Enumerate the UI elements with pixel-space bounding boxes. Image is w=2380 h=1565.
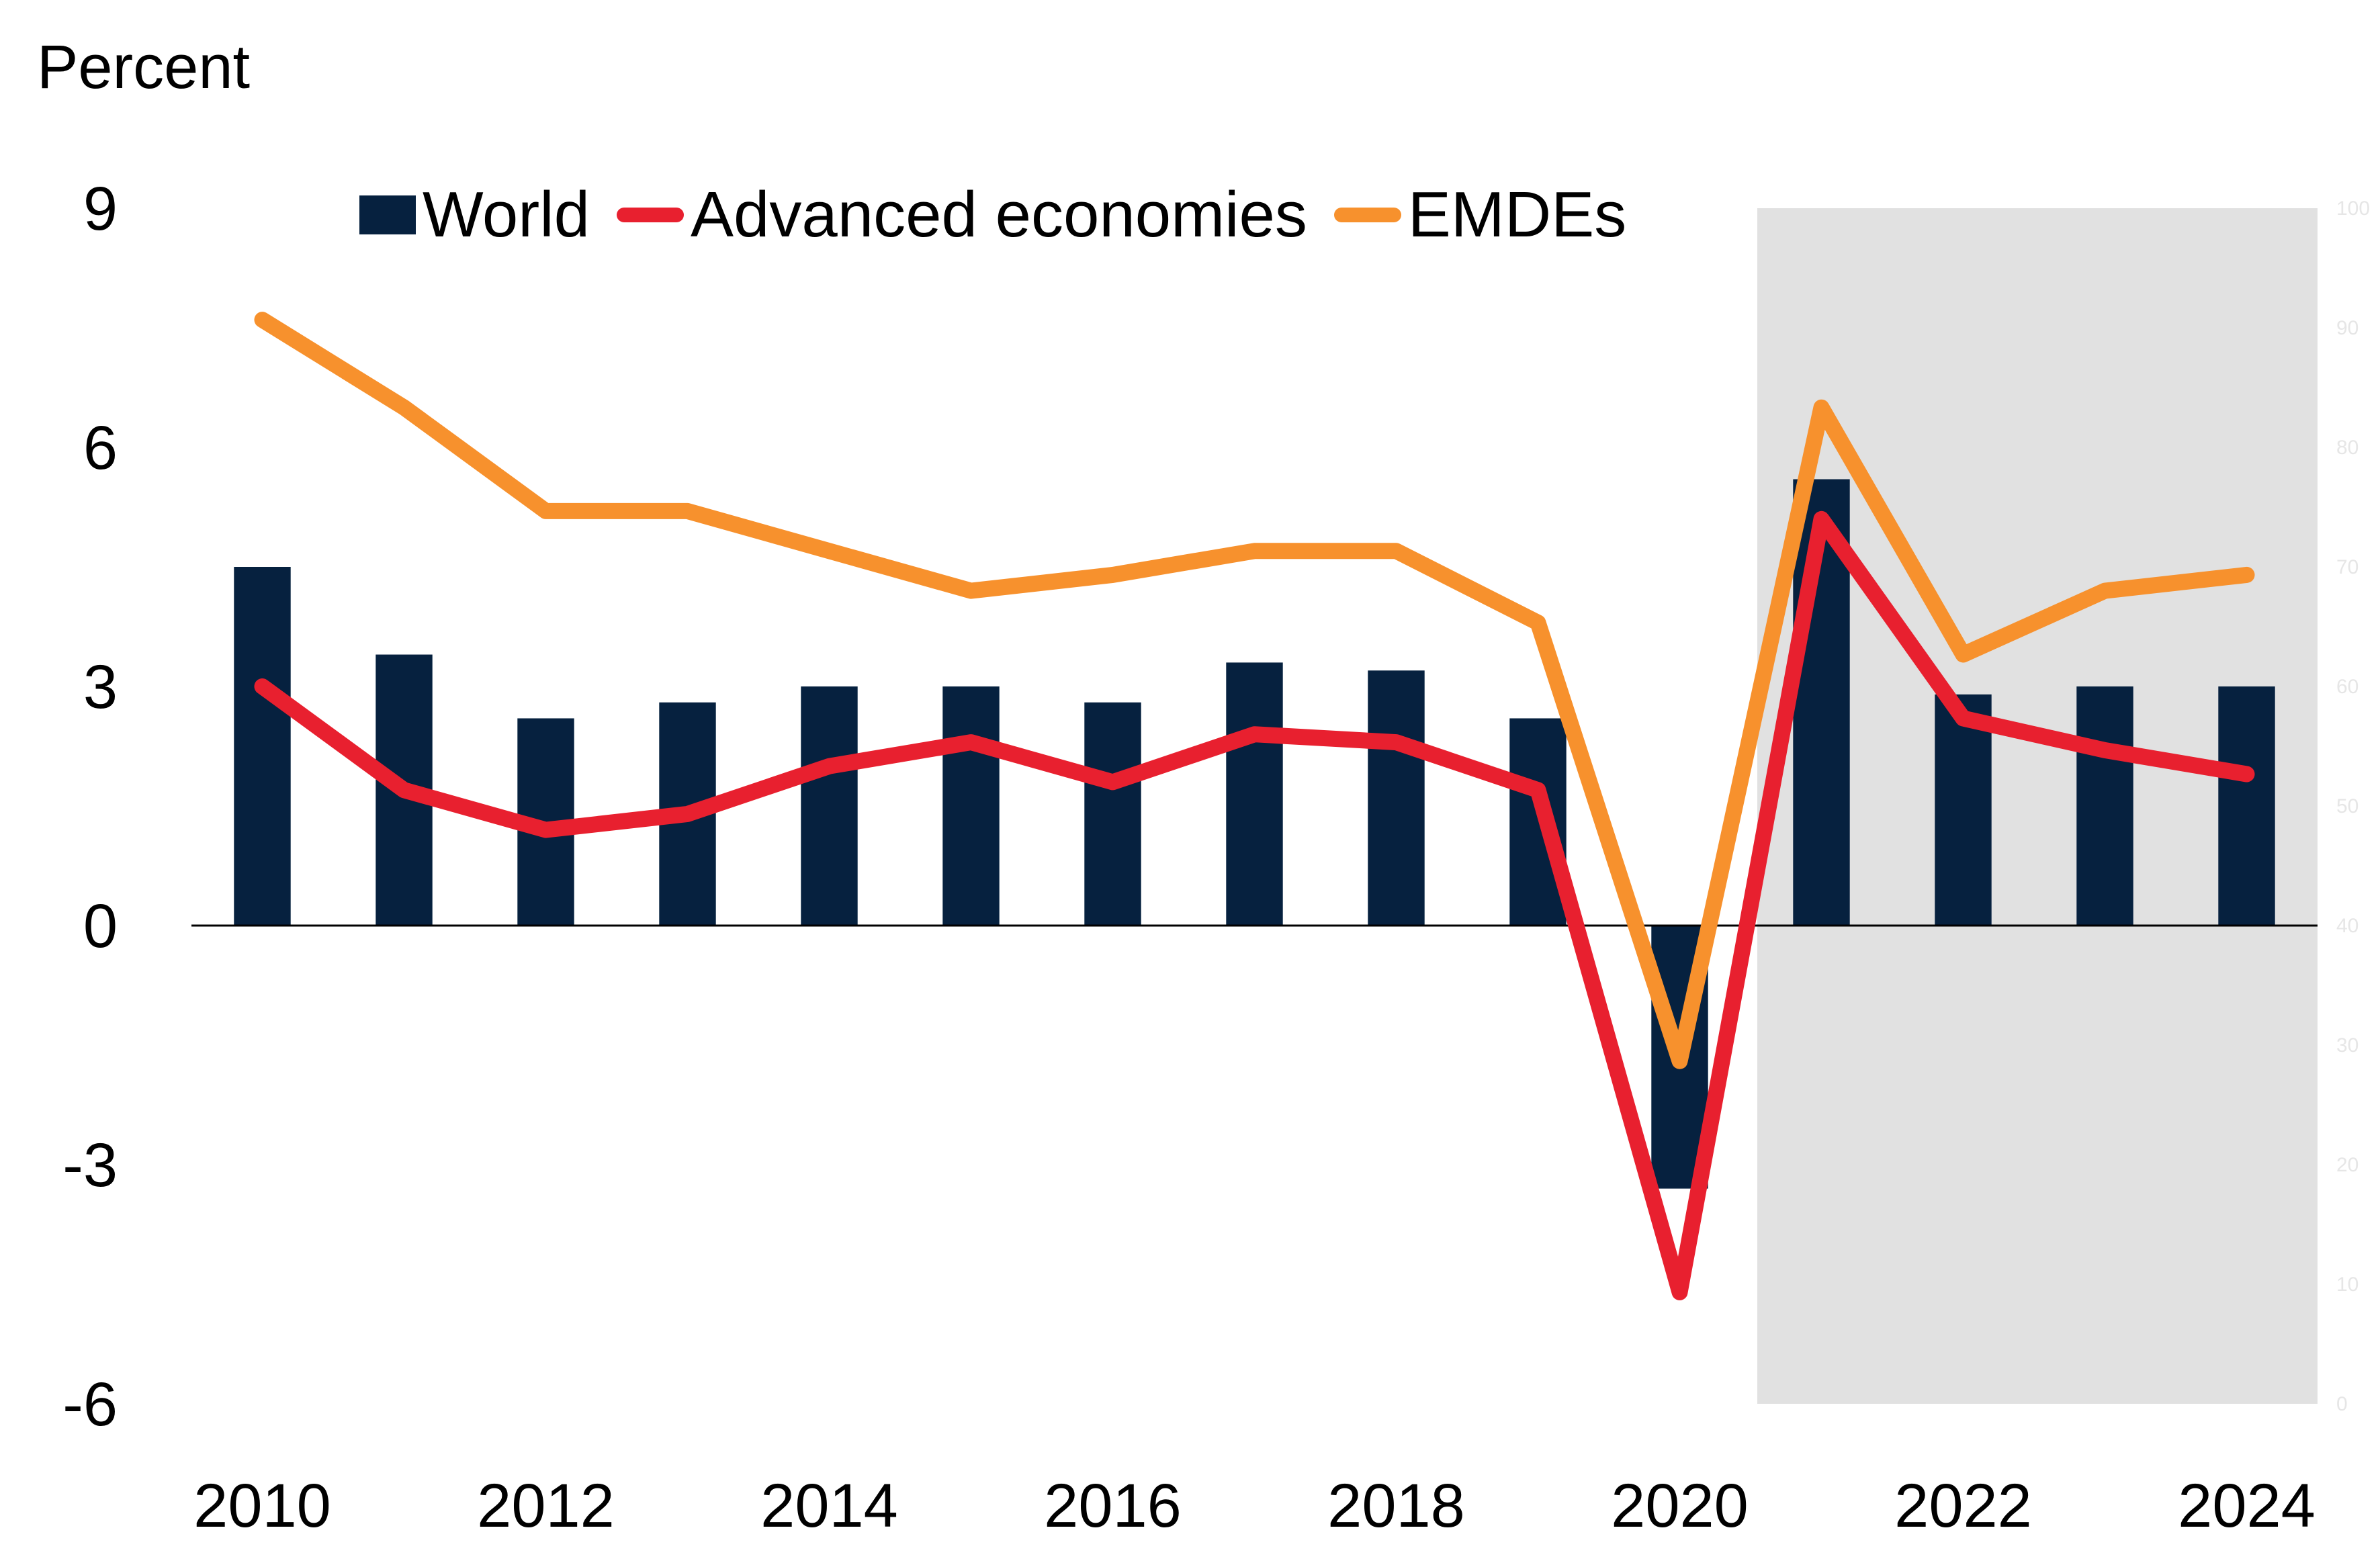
y-tick-label: -6: [62, 1370, 118, 1439]
bar-world-2023: [2076, 686, 2133, 926]
legend: World Advanced economies EMDEs: [359, 178, 1653, 252]
y-tick-label: -3: [62, 1131, 118, 1200]
legend-item-emdes: EMDEs: [1333, 178, 1627, 252]
bar-world-2016: [1084, 702, 1141, 926]
y2-tick-label: 90: [2336, 317, 2359, 339]
line-emdes: [254, 312, 2255, 1069]
y2-tick-label: 0: [2336, 1393, 2348, 1415]
y2-tick-label: 10: [2336, 1273, 2359, 1296]
bar-world-2018: [1368, 670, 1425, 926]
y2-tick-label: 60: [2336, 676, 2359, 698]
y-axis-unit-label: Percent: [37, 33, 251, 101]
legend-item-world: World: [359, 178, 590, 252]
x-tick-label: 2024: [2178, 1472, 2316, 1540]
legend-label-world: World: [423, 179, 590, 251]
legend-swatch-world: [359, 195, 416, 234]
x-tick-label: 2022: [1894, 1472, 2032, 1540]
x-tick-label: 2010: [193, 1472, 331, 1540]
y2-tick-label: 30: [2336, 1034, 2359, 1057]
legend-label-advanced-economies: Advanced economies: [690, 179, 1307, 251]
y-tick-label: 0: [83, 892, 118, 960]
line-advanced-economies: [254, 510, 2255, 1300]
y2-tick-label: 50: [2336, 795, 2359, 817]
y2-tick-label: 70: [2336, 556, 2359, 578]
legend-item-advanced-economies: Advanced economies: [616, 178, 1307, 252]
legend-label-emdes: EMDEs: [1407, 179, 1627, 251]
y-tick-label: 9: [83, 175, 118, 243]
y-tick-label: 6: [83, 414, 118, 482]
legend-swatch-advanced-economies: [616, 208, 684, 222]
x-tick-label: 2012: [477, 1472, 615, 1540]
bar-world-2010: [234, 567, 291, 926]
bar-world-2024: [2218, 686, 2275, 926]
bar-world-2022: [1935, 694, 1992, 926]
legend-swatch-emdes: [1333, 208, 1401, 222]
y-tick-label: 3: [83, 653, 118, 721]
x-tick-label: 2014: [760, 1472, 898, 1540]
bar-world-2017: [1226, 662, 1283, 926]
bar-world-2019: [1509, 718, 1567, 926]
y2-tick-label: 80: [2336, 437, 2359, 459]
x-tick-label: 2018: [1327, 1472, 1465, 1540]
bar-world-2014: [801, 686, 858, 926]
y2-tick-label: 40: [2336, 915, 2359, 937]
x-tick-label: 2016: [1044, 1472, 1182, 1540]
y2-tick-label: 20: [2336, 1154, 2359, 1176]
bar-world-2015: [942, 686, 1000, 926]
y2-tick-label: 100: [2336, 197, 2370, 220]
x-tick-label: 2020: [1611, 1472, 1749, 1540]
